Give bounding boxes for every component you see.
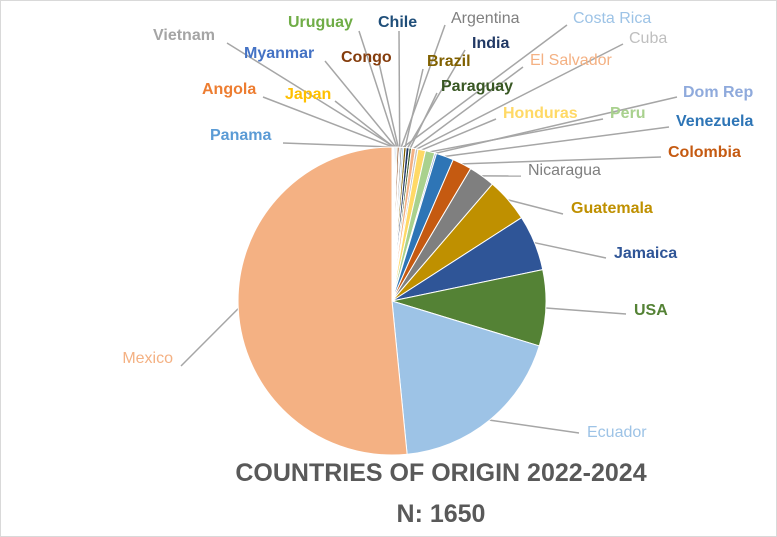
leader-line-ecuador <box>489 419 580 434</box>
slice-label-brazil: Brazil <box>427 53 471 70</box>
leader-line-vietnam <box>226 42 395 148</box>
slice-label-angola: Angola <box>202 81 256 98</box>
leader-line-uruguay <box>358 30 398 148</box>
leader-line-dom-rep <box>435 96 678 155</box>
slice-label-chile: Chile <box>378 14 417 31</box>
slice-label-paraguay: Paraguay <box>441 78 513 95</box>
leader-line-costa-rica <box>402 24 568 149</box>
leader-line-brazil <box>404 68 424 148</box>
slice-label-argentina: Argentina <box>451 10 520 27</box>
slice-label-usa: USA <box>634 302 668 319</box>
pie-slice-ecuador <box>391 300 540 455</box>
slice-label-guatemala: Guatemala <box>571 200 653 217</box>
leader-line-india <box>407 49 466 149</box>
leader-line-congo <box>378 62 399 148</box>
leader-line-guatemala <box>507 199 564 215</box>
slice-label-congo: Congo <box>341 49 392 66</box>
pie-slice-mexico <box>237 146 408 456</box>
leader-line-japan <box>334 100 394 148</box>
slice-label-cuba: Cuba <box>629 30 667 47</box>
leader-line-venezuela <box>444 126 670 158</box>
leader-line-myanmar <box>324 60 397 148</box>
slice-label-dom-rep: Dom Rep <box>683 84 753 101</box>
leader-line-argentina <box>400 24 446 148</box>
slice-label-honduras: Honduras <box>503 105 578 122</box>
slice-label-india: India <box>472 35 509 52</box>
leader-line-panama <box>282 142 393 148</box>
slice-labels: Mexico Ecuador USA Jamaica Guatemala Nicaragu… <box>122 10 753 441</box>
slice-label-vietnam: Vietnam <box>153 27 215 44</box>
leader-line-peru <box>430 118 604 153</box>
leader-line-cuba <box>416 43 624 150</box>
leader-line-angola <box>262 96 394 148</box>
leader-line-chile <box>398 30 401 148</box>
slice-label-el-salvador: El Salvador <box>530 52 612 69</box>
chart-subtitle: N: 1650 <box>396 500 486 528</box>
chart-title: COUNTRIES OF ORIGIN 2022-2024 <box>235 459 647 487</box>
leader-line-usa <box>545 307 627 315</box>
slice-label-panama: Panama <box>210 127 271 144</box>
slice-label-myanmar: Myanmar <box>244 45 314 62</box>
slice-label-colombia: Colombia <box>668 144 741 161</box>
slice-label-ecuador: Ecuador <box>587 424 647 441</box>
leader-line-el-salvador <box>413 66 524 150</box>
slice-label-peru: Peru <box>610 105 646 122</box>
slice-label-costa-rica: Costa Rica <box>573 10 651 27</box>
pie-slices <box>237 146 547 456</box>
leader-line-honduras <box>421 118 497 151</box>
leader-line-colombia <box>462 156 662 165</box>
leader-line-mexico <box>180 308 239 367</box>
slice-label-jamaica: Jamaica <box>614 245 677 262</box>
leader-line-jamaica <box>534 241 607 259</box>
slice-label-mexico: Mexico <box>122 350 173 367</box>
slice-label-venezuela: Venezuela <box>676 113 753 130</box>
slice-label-uruguay: Uruguay <box>288 14 353 31</box>
slice-label-nicaragua: Nicaragua <box>528 162 601 179</box>
leader-lines <box>180 24 678 434</box>
slice-label-japan: Japan <box>285 86 331 103</box>
